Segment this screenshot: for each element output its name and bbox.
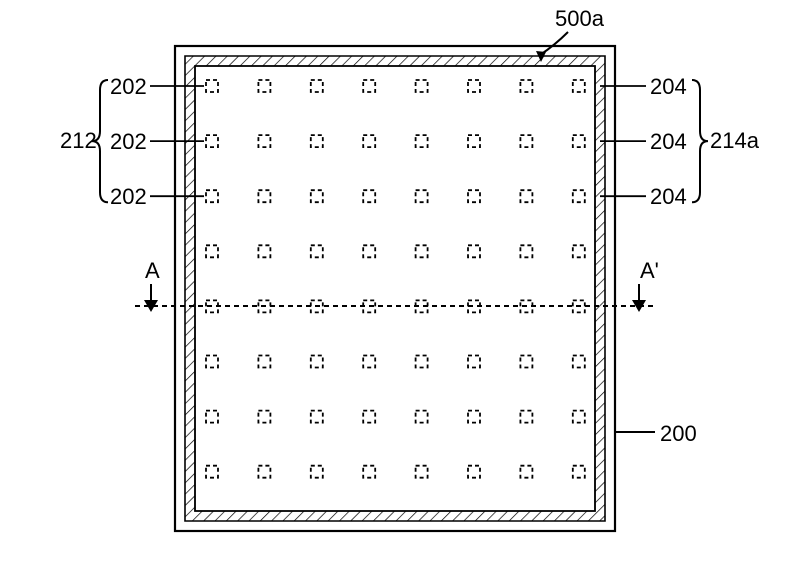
label-500a: 500a	[555, 6, 604, 32]
label-200: 200	[660, 421, 697, 447]
label-202: 202	[110, 184, 147, 210]
section-label-ap: A'	[640, 258, 659, 284]
group-label-left: 212	[60, 128, 97, 154]
label-202: 202	[110, 129, 147, 155]
label-204: 204	[650, 184, 687, 210]
label-204: 204	[650, 129, 687, 155]
label-202: 202	[110, 74, 147, 100]
label-204: 204	[650, 74, 687, 100]
section-label-a: A	[145, 258, 160, 284]
group-label-right: 214a	[710, 128, 759, 154]
